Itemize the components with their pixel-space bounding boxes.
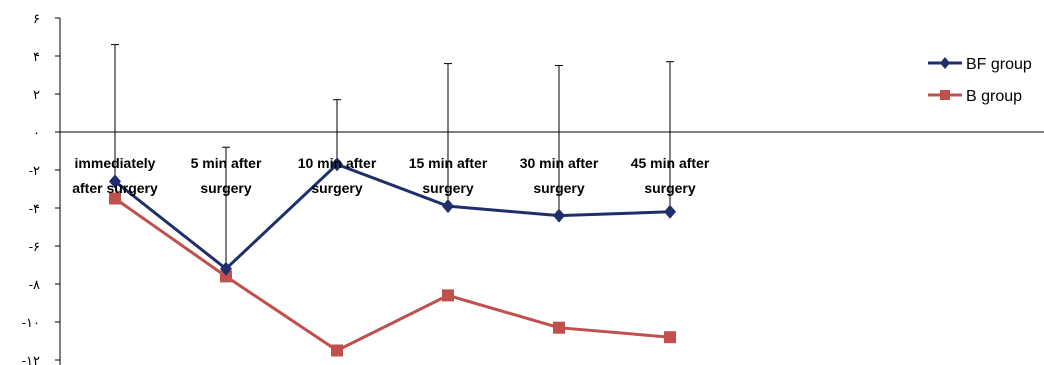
y-axis: ۶ ۴ ۲ ۰ -۲ -۴ -۶ -۸ -۱۰ -۱۲	[22, 11, 61, 365]
legend-label-bf-group: BF group	[966, 56, 1032, 73]
y-tick-label: ۴	[33, 49, 40, 64]
x-category-label: 5 min after surgery	[191, 155, 262, 196]
error-bars	[111, 44, 674, 269]
b-group-point	[442, 289, 454, 302]
bf-group-point	[331, 157, 343, 172]
b-group-point	[331, 344, 343, 357]
y-tick-label: -۶	[29, 239, 40, 254]
x-category-label: immediately after surgery	[72, 155, 158, 196]
x-category-label: 45 min after surgery	[631, 155, 710, 196]
b-group-point	[109, 192, 121, 205]
b-group-point	[553, 321, 565, 334]
y-tick-label: ۰	[33, 125, 40, 140]
x-category-label: 30 min after surgery	[520, 155, 599, 196]
legend: BF group B group	[928, 56, 1032, 105]
x-category-label: 10 min after surgery	[298, 155, 377, 196]
y-tick-label: -۲	[29, 163, 40, 178]
legend-marker	[940, 57, 950, 69]
legend-marker	[940, 90, 950, 100]
legend-label-b-group: B group	[966, 88, 1022, 105]
b-group-point	[220, 270, 232, 283]
bf-group-line	[114, 162, 671, 271]
y-tick-label: -۱۲	[22, 353, 40, 365]
y-tick-label: -۸	[29, 277, 40, 292]
bf-group-point	[220, 261, 232, 276]
bf-group-point	[442, 199, 454, 214]
y-tick-label: -۴	[29, 201, 40, 216]
bf-group-point	[109, 174, 121, 189]
y-tick-label: -۱۰	[22, 315, 40, 330]
y-tick-label: ۶	[33, 11, 40, 26]
x-category-label: 15 min after surgery	[409, 155, 488, 196]
y-tick-label: ۲	[33, 87, 40, 102]
b-group-point	[664, 331, 676, 344]
bf-group-point	[664, 204, 676, 219]
category-labels: immediately after surgery 5 min after surge…	[72, 155, 710, 196]
bf-group-point	[553, 208, 565, 223]
series-lines	[109, 157, 676, 357]
b-group-line	[114, 197, 671, 353]
